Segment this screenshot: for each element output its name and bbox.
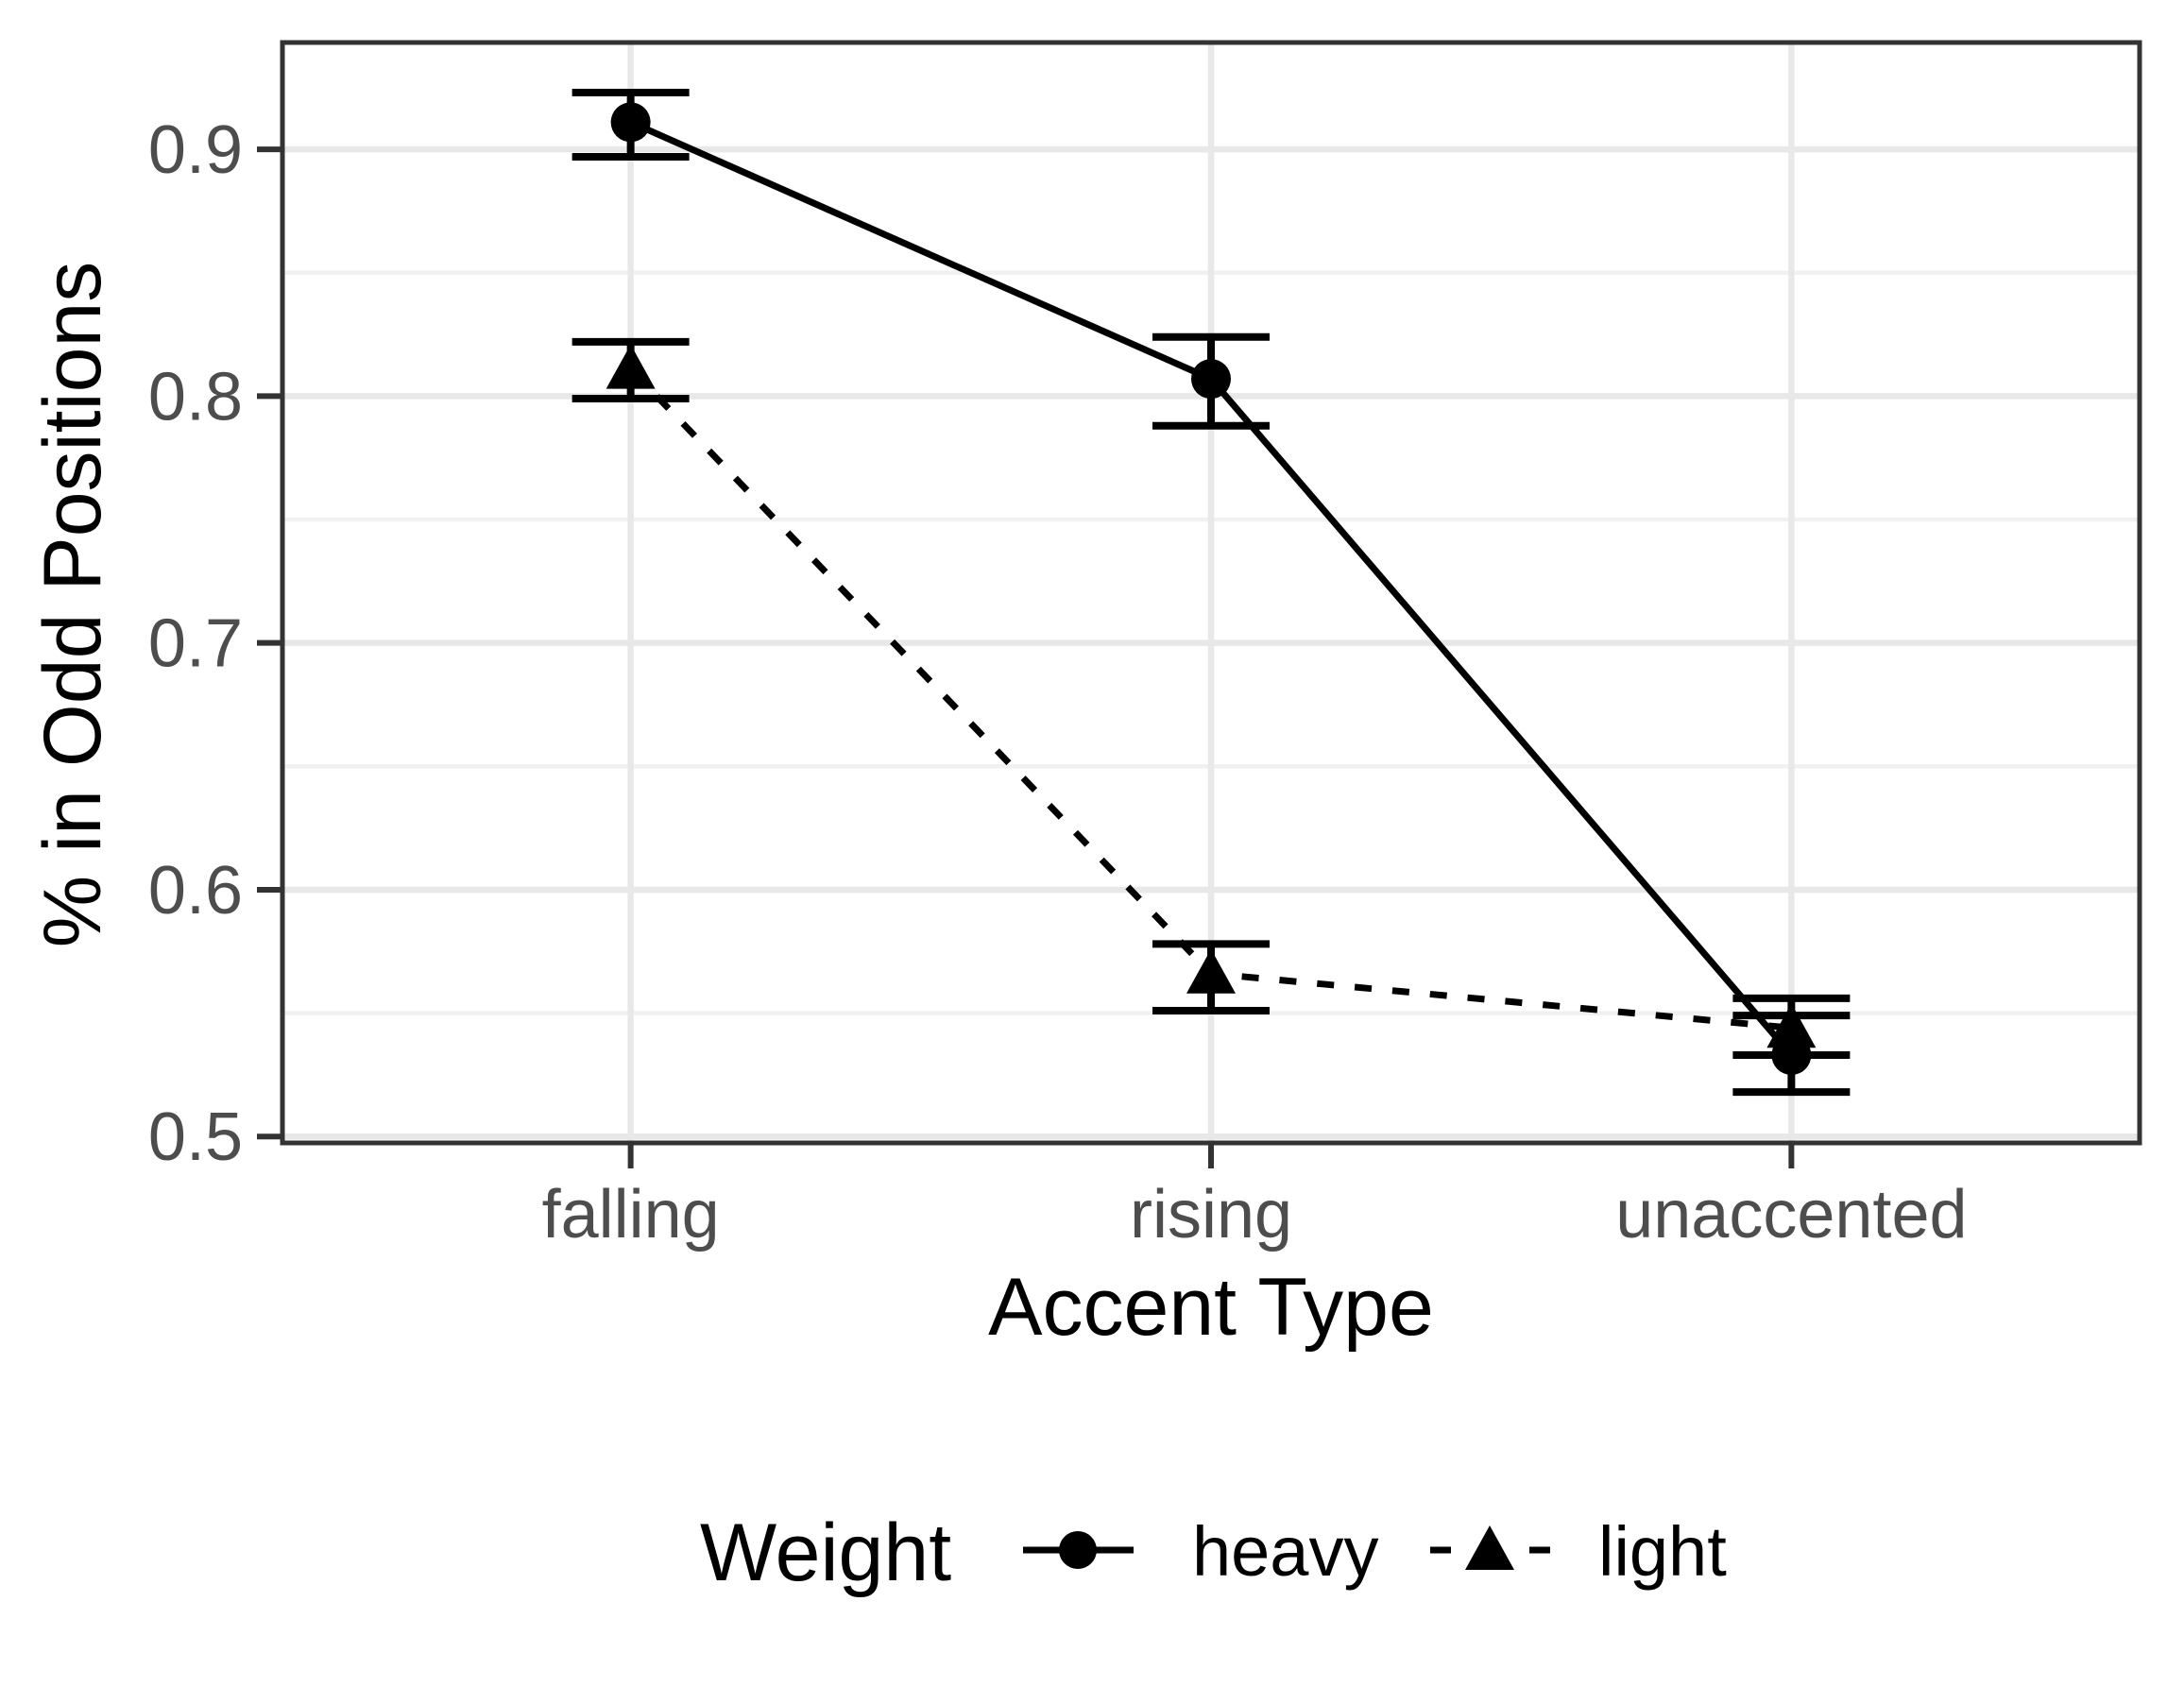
legend-key-marker-heavy bbox=[1059, 1531, 1097, 1569]
y-tick-label-0.6: 0.6 bbox=[148, 853, 243, 929]
marker-light-falling bbox=[606, 344, 656, 389]
y-axis-title: % in Odd Positions bbox=[27, 262, 118, 948]
y-tick-label-0.5: 0.5 bbox=[148, 1099, 243, 1175]
legend-title: Weight bbox=[700, 1508, 951, 1598]
y-tick-label-0.7: 0.7 bbox=[148, 606, 243, 682]
marker-heavy-falling bbox=[610, 102, 651, 143]
y-tick-label-0.8: 0.8 bbox=[148, 359, 243, 435]
legend-label-heavy: heavy bbox=[1192, 1512, 1378, 1591]
x-tick-label-rising: rising bbox=[1130, 1177, 1292, 1252]
marker-light-rising bbox=[1186, 948, 1236, 994]
marker-light-unaccented bbox=[1766, 1003, 1817, 1048]
x-tick-label-falling: falling bbox=[542, 1177, 720, 1252]
x-tick-label-unaccented: unaccented bbox=[1615, 1177, 1967, 1252]
legend-label-light: light bbox=[1598, 1512, 1727, 1591]
marker-heavy-rising bbox=[1191, 359, 1231, 400]
y-tick-label-0.9: 0.9 bbox=[148, 112, 243, 188]
legend-key-marker-light bbox=[1465, 1525, 1514, 1570]
x-axis-title: Accent Type bbox=[988, 1262, 1434, 1353]
